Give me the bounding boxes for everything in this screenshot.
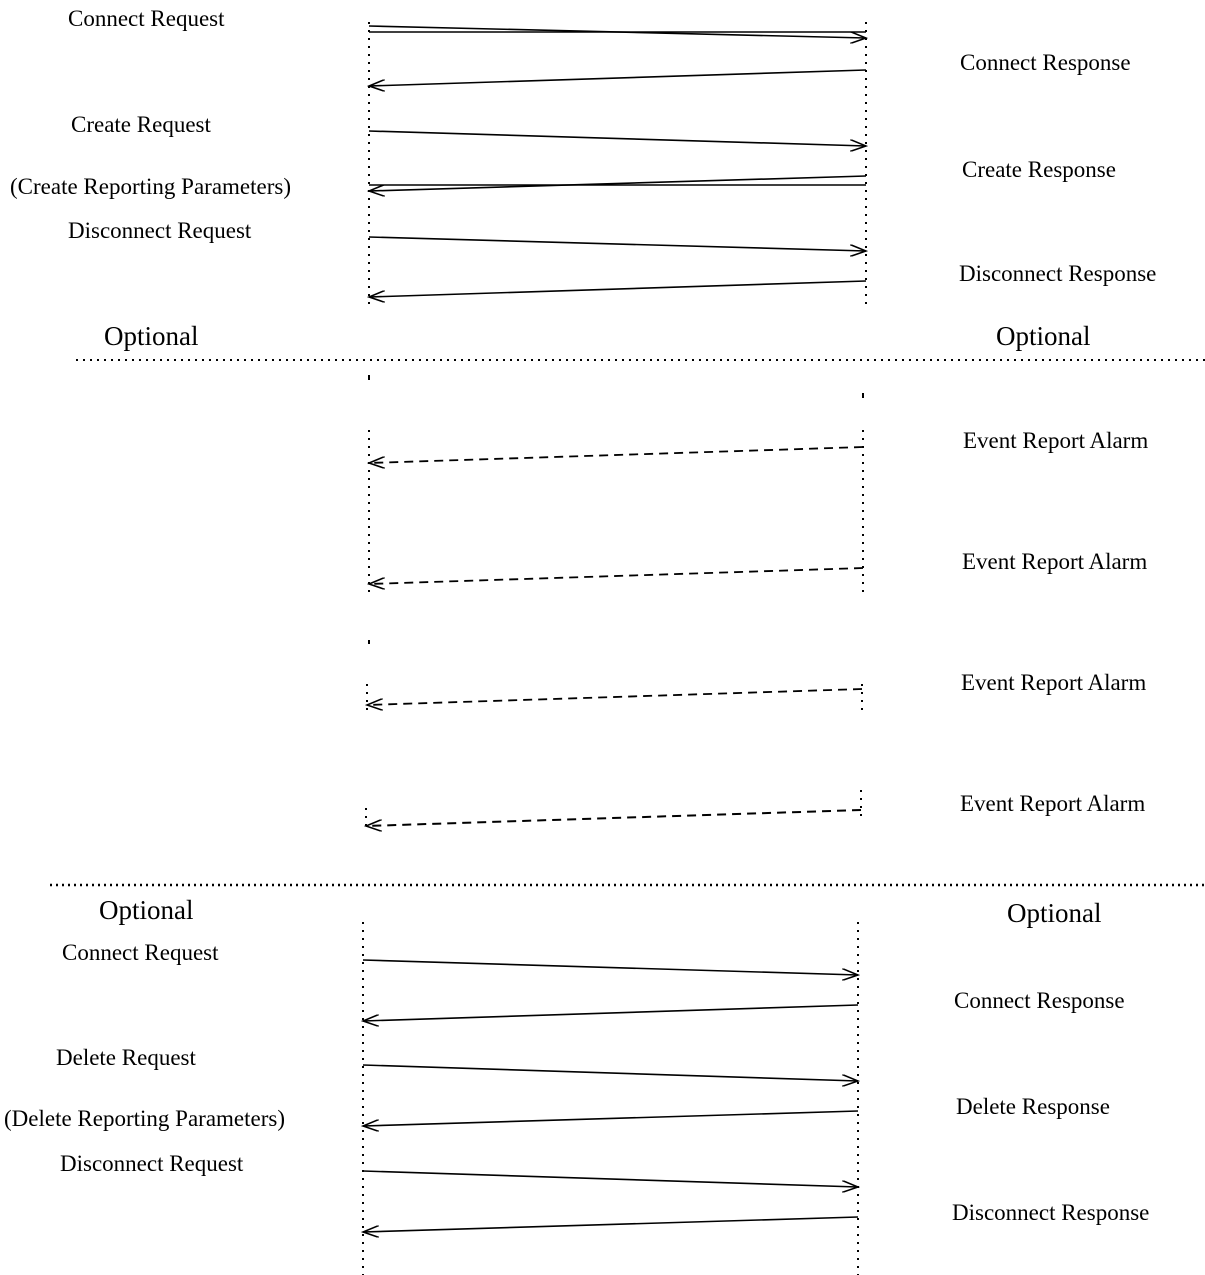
- label-disconnect-request-top: Disconnect Request: [68, 218, 252, 243]
- arrow-connect-response-bottom: [363, 1004, 859, 1021]
- arrow-delete-response: [363, 1110, 859, 1126]
- label-optional-left-2: Optional: [99, 895, 194, 925]
- arrow-event-report-alarm-2: [369, 567, 864, 584]
- label-disconnect-response-top: Disconnect Response: [959, 261, 1157, 286]
- label-create-request: Create Request: [71, 112, 211, 137]
- label-event-report-alarm-3: Event Report Alarm: [961, 670, 1147, 695]
- label-connect-response-top: Connect Response: [960, 50, 1131, 75]
- arrow-disconnect-response-bottom: [363, 1216, 859, 1232]
- label-delete-request: Delete Request: [56, 1045, 196, 1070]
- arrow-create-response: [369, 175, 867, 191]
- label-disconnect-request-bottom: Disconnect Request: [60, 1151, 244, 1176]
- arrow-connect-response-top: [369, 69, 867, 86]
- label-connect-response-bottom: Connect Response: [954, 988, 1125, 1013]
- label-create-response: Create Response: [962, 157, 1116, 182]
- label-delete-reporting-parameters: (Delete Reporting Parameters): [4, 1106, 285, 1131]
- label-event-report-alarm-2: Event Report Alarm: [962, 549, 1148, 574]
- label-delete-response: Delete Response: [956, 1094, 1110, 1119]
- arrow-connect-request-bottom: [362, 959, 858, 975]
- arrow-delete-request: [362, 1064, 858, 1081]
- arrow-event-report-alarm-3: [367, 688, 863, 705]
- label-optional-right-2: Optional: [1007, 898, 1102, 928]
- label-event-report-alarm-1: Event Report Alarm: [963, 428, 1149, 453]
- arrow-event-report-alarm-4: [366, 809, 862, 826]
- arrow-event-report-alarm-1: [369, 446, 864, 463]
- arrow-disconnect-request-top: [368, 236, 866, 251]
- arrow-disconnect-response-top: [369, 280, 867, 297]
- label-event-report-alarm-4: Event Report Alarm: [960, 791, 1146, 816]
- label-disconnect-response-bottom: Disconnect Response: [952, 1200, 1150, 1225]
- label-connect-request-top: Connect Request: [68, 6, 225, 31]
- arrow-disconnect-request-bottom: [362, 1170, 858, 1187]
- label-optional-right-1: Optional: [996, 321, 1091, 351]
- label-connect-request-bottom: Connect Request: [62, 940, 219, 965]
- label-optional-left-1: Optional: [104, 321, 199, 351]
- label-create-reporting-parameters: (Create Reporting Parameters): [10, 174, 291, 199]
- arrow-create-request: [368, 130, 866, 146]
